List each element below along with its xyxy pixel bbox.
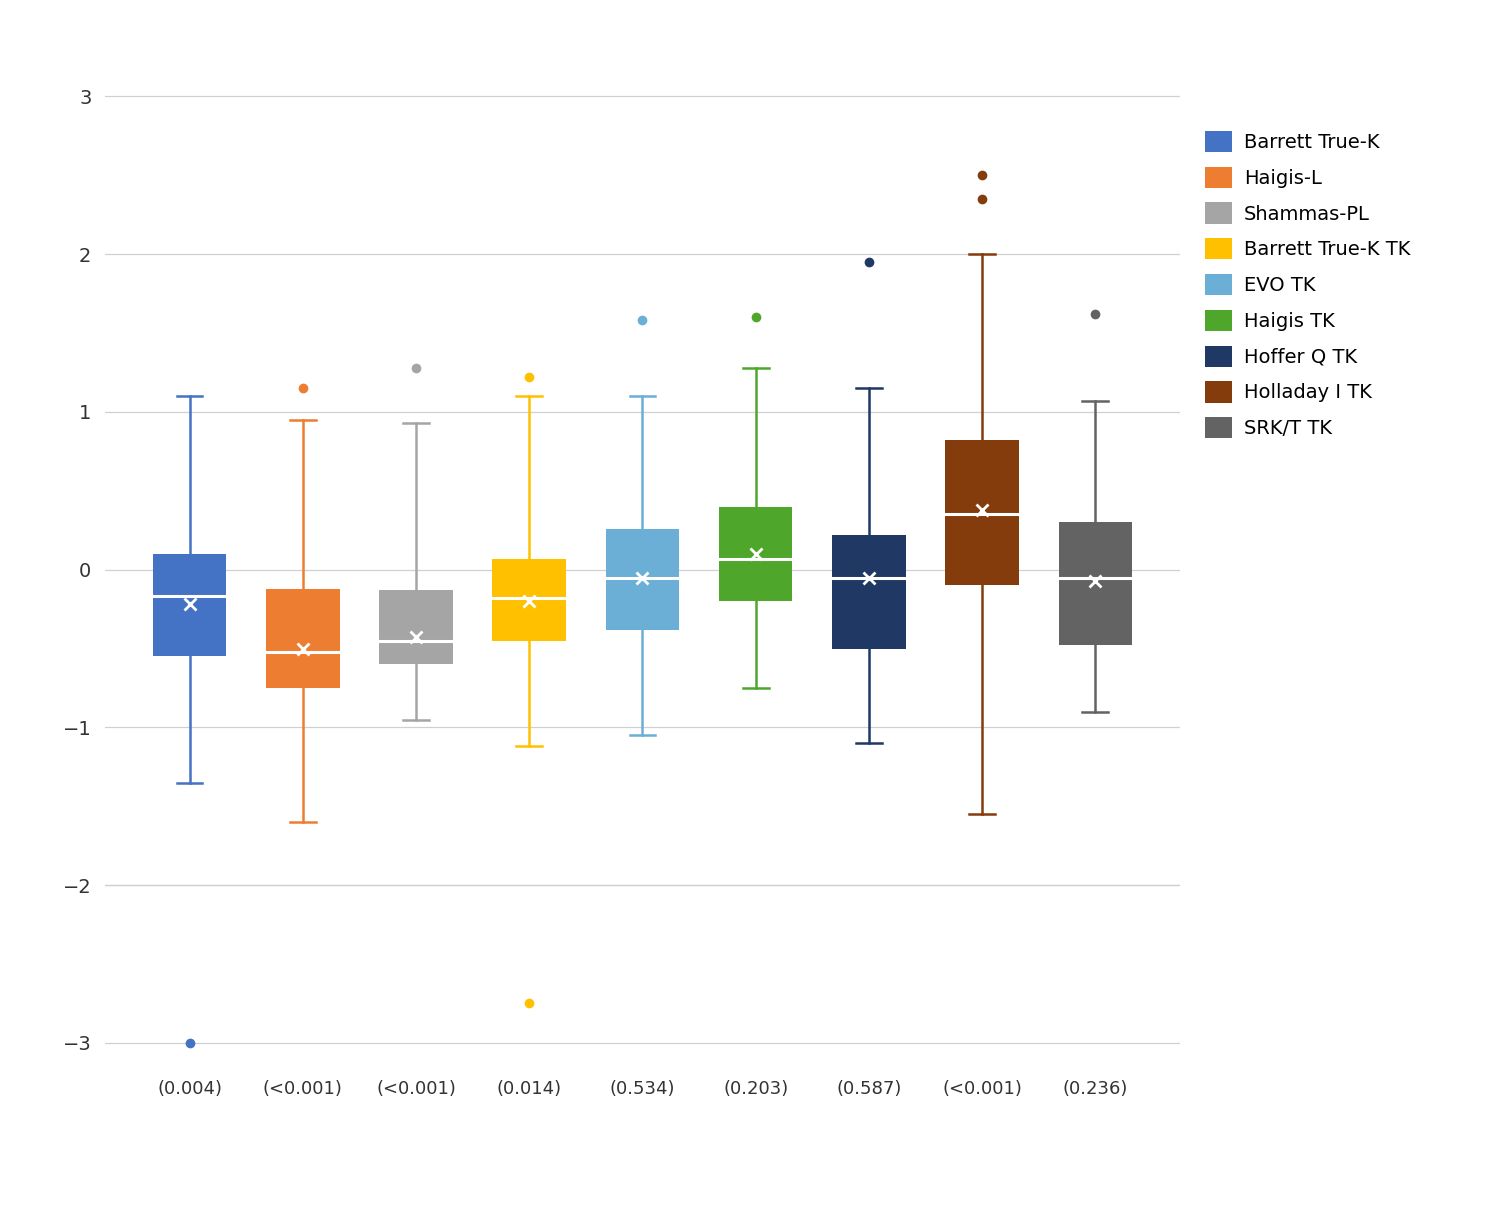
Bar [379, 590, 453, 664]
Bar [605, 528, 680, 629]
Legend: Barrett True-K, Haigis-L, Shammas-PL, Barrett True-K TK, EVO TK, Haigis TK, Hoff: Barrett True-K, Haigis-L, Shammas-PL, Ba… [1206, 131, 1410, 439]
Bar [832, 534, 905, 648]
Bar [719, 507, 792, 601]
Bar [946, 440, 1019, 585]
Bar [493, 559, 566, 641]
Bar [152, 554, 226, 657]
Bar [266, 589, 339, 688]
Bar [1059, 522, 1132, 645]
